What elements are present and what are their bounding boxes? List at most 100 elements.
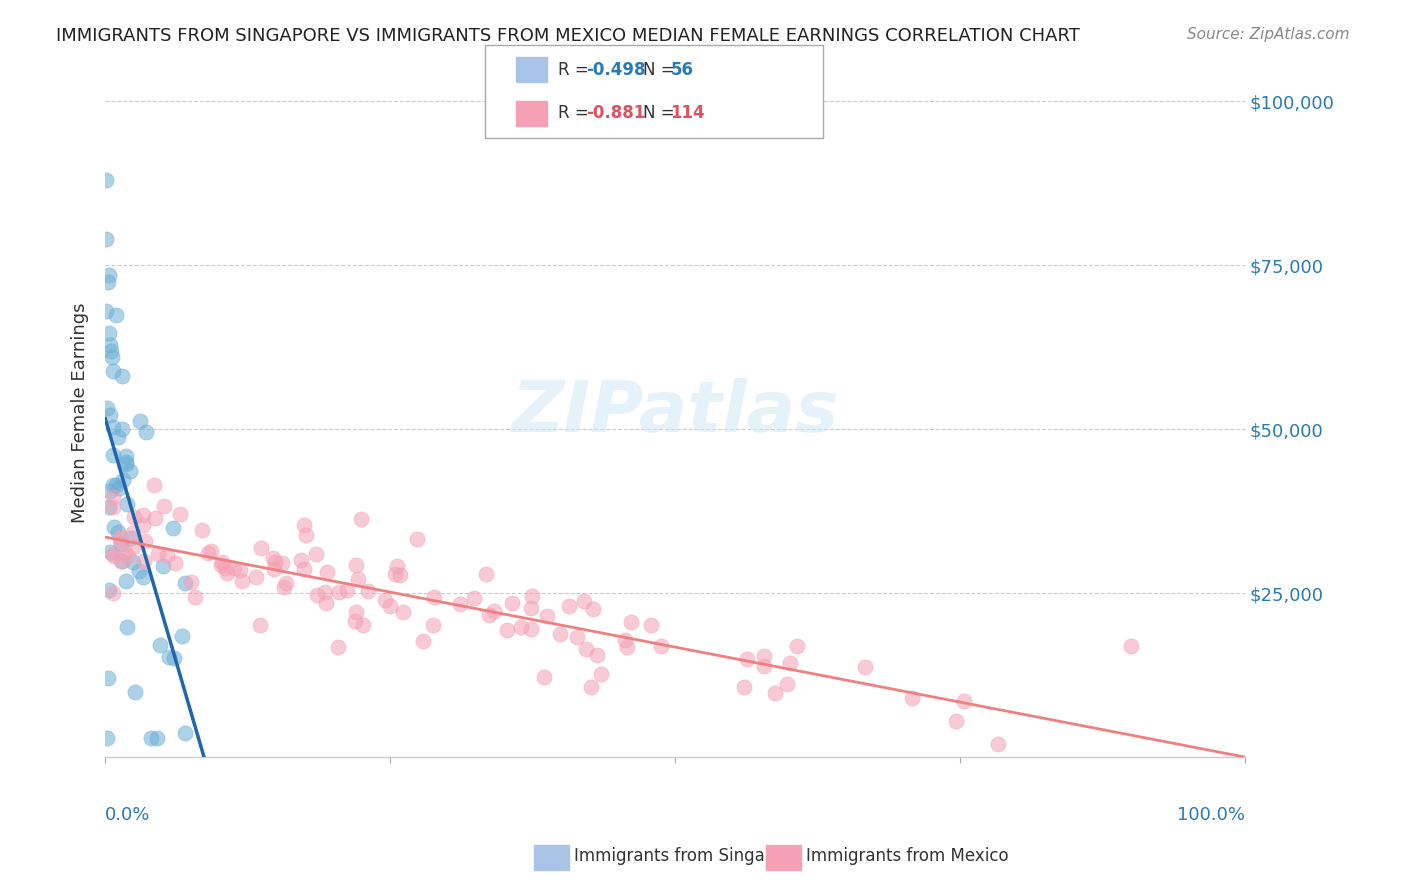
Point	[122, 540, 145, 554]
Point	[572, 593, 595, 607]
Point	[406, 532, 429, 546]
Point	[294, 528, 316, 542]
Point	[344, 558, 367, 573]
Text: -0.498: -0.498	[586, 61, 645, 78]
Point	[132, 508, 155, 522]
Point	[754, 648, 776, 663]
Point	[987, 737, 1010, 751]
Point	[115, 574, 138, 588]
Point	[114, 545, 136, 559]
Point	[294, 517, 316, 532]
Point	[463, 591, 485, 605]
Point	[128, 564, 150, 578]
Point	[98, 338, 121, 352]
Point	[786, 640, 808, 654]
Point	[173, 726, 195, 740]
Point	[550, 626, 572, 640]
Point	[478, 608, 501, 623]
Point	[591, 666, 613, 681]
Point	[96, 401, 118, 415]
Point	[305, 547, 328, 561]
Text: Immigrants from Mexico: Immigrants from Mexico	[806, 847, 1008, 865]
Point	[98, 268, 121, 283]
Point	[422, 618, 444, 632]
Point	[107, 525, 129, 540]
Text: N =: N =	[643, 104, 679, 122]
Point	[98, 500, 121, 514]
Point	[115, 457, 138, 471]
Text: IMMIGRANTS FROM SINGAPORE VS IMMIGRANTS FROM MEXICO MEDIAN FEMALE EARNINGS CORRE: IMMIGRANTS FROM SINGAPORE VS IMMIGRANTS …	[56, 27, 1080, 45]
Point	[945, 714, 967, 729]
Point	[124, 509, 146, 524]
Point	[165, 556, 187, 570]
Point	[475, 566, 498, 581]
Point	[197, 546, 219, 560]
Point	[263, 562, 285, 576]
Point	[132, 570, 155, 584]
Point	[953, 694, 976, 708]
Point	[262, 550, 284, 565]
Point	[901, 691, 924, 706]
Point	[200, 544, 222, 558]
Point	[733, 680, 755, 694]
Point	[315, 595, 337, 609]
Point	[111, 369, 134, 384]
Point	[1119, 639, 1142, 653]
Point	[180, 574, 202, 589]
Point	[142, 478, 165, 492]
Point	[347, 572, 370, 586]
Point	[392, 605, 415, 619]
Y-axis label: Median Female Earnings: Median Female Earnings	[72, 302, 89, 524]
Text: 100.0%: 100.0%	[1177, 805, 1246, 823]
Point	[650, 639, 672, 653]
Point	[124, 685, 146, 699]
Point	[163, 651, 186, 665]
Point	[98, 326, 121, 340]
Text: N =: N =	[643, 61, 679, 78]
Point	[108, 481, 131, 495]
Point	[101, 478, 124, 492]
Point	[145, 731, 167, 745]
Point	[357, 583, 380, 598]
Point	[115, 497, 138, 511]
Point	[132, 517, 155, 532]
Point	[579, 680, 602, 694]
Point	[214, 561, 236, 575]
Point	[350, 511, 373, 525]
Text: R =: R =	[558, 61, 595, 78]
Text: Source: ZipAtlas.com: Source: ZipAtlas.com	[1187, 27, 1350, 42]
Point	[129, 414, 152, 428]
Point	[132, 554, 155, 568]
Point	[115, 454, 138, 468]
Point	[482, 604, 505, 618]
Point	[336, 583, 359, 598]
Point	[449, 597, 471, 611]
Point	[305, 588, 328, 602]
Point	[328, 585, 350, 599]
Point	[292, 562, 315, 576]
Point	[101, 364, 124, 378]
Point	[215, 566, 238, 580]
Point	[776, 677, 799, 691]
Point	[522, 590, 544, 604]
Point	[211, 555, 233, 569]
Point	[853, 660, 876, 674]
Point	[118, 464, 141, 478]
Point	[96, 173, 118, 187]
Text: -0.881: -0.881	[586, 104, 645, 122]
Point	[373, 593, 395, 607]
Point	[111, 554, 134, 568]
Point	[614, 633, 637, 648]
Point	[209, 558, 232, 573]
Point	[135, 425, 157, 440]
Point	[388, 568, 411, 582]
Text: 114: 114	[671, 104, 706, 122]
Point	[146, 547, 169, 561]
Point	[96, 232, 118, 246]
Point	[575, 641, 598, 656]
Point	[352, 618, 374, 632]
Point	[122, 525, 145, 540]
Point	[533, 670, 555, 684]
Point	[98, 484, 121, 499]
Point	[149, 638, 172, 652]
